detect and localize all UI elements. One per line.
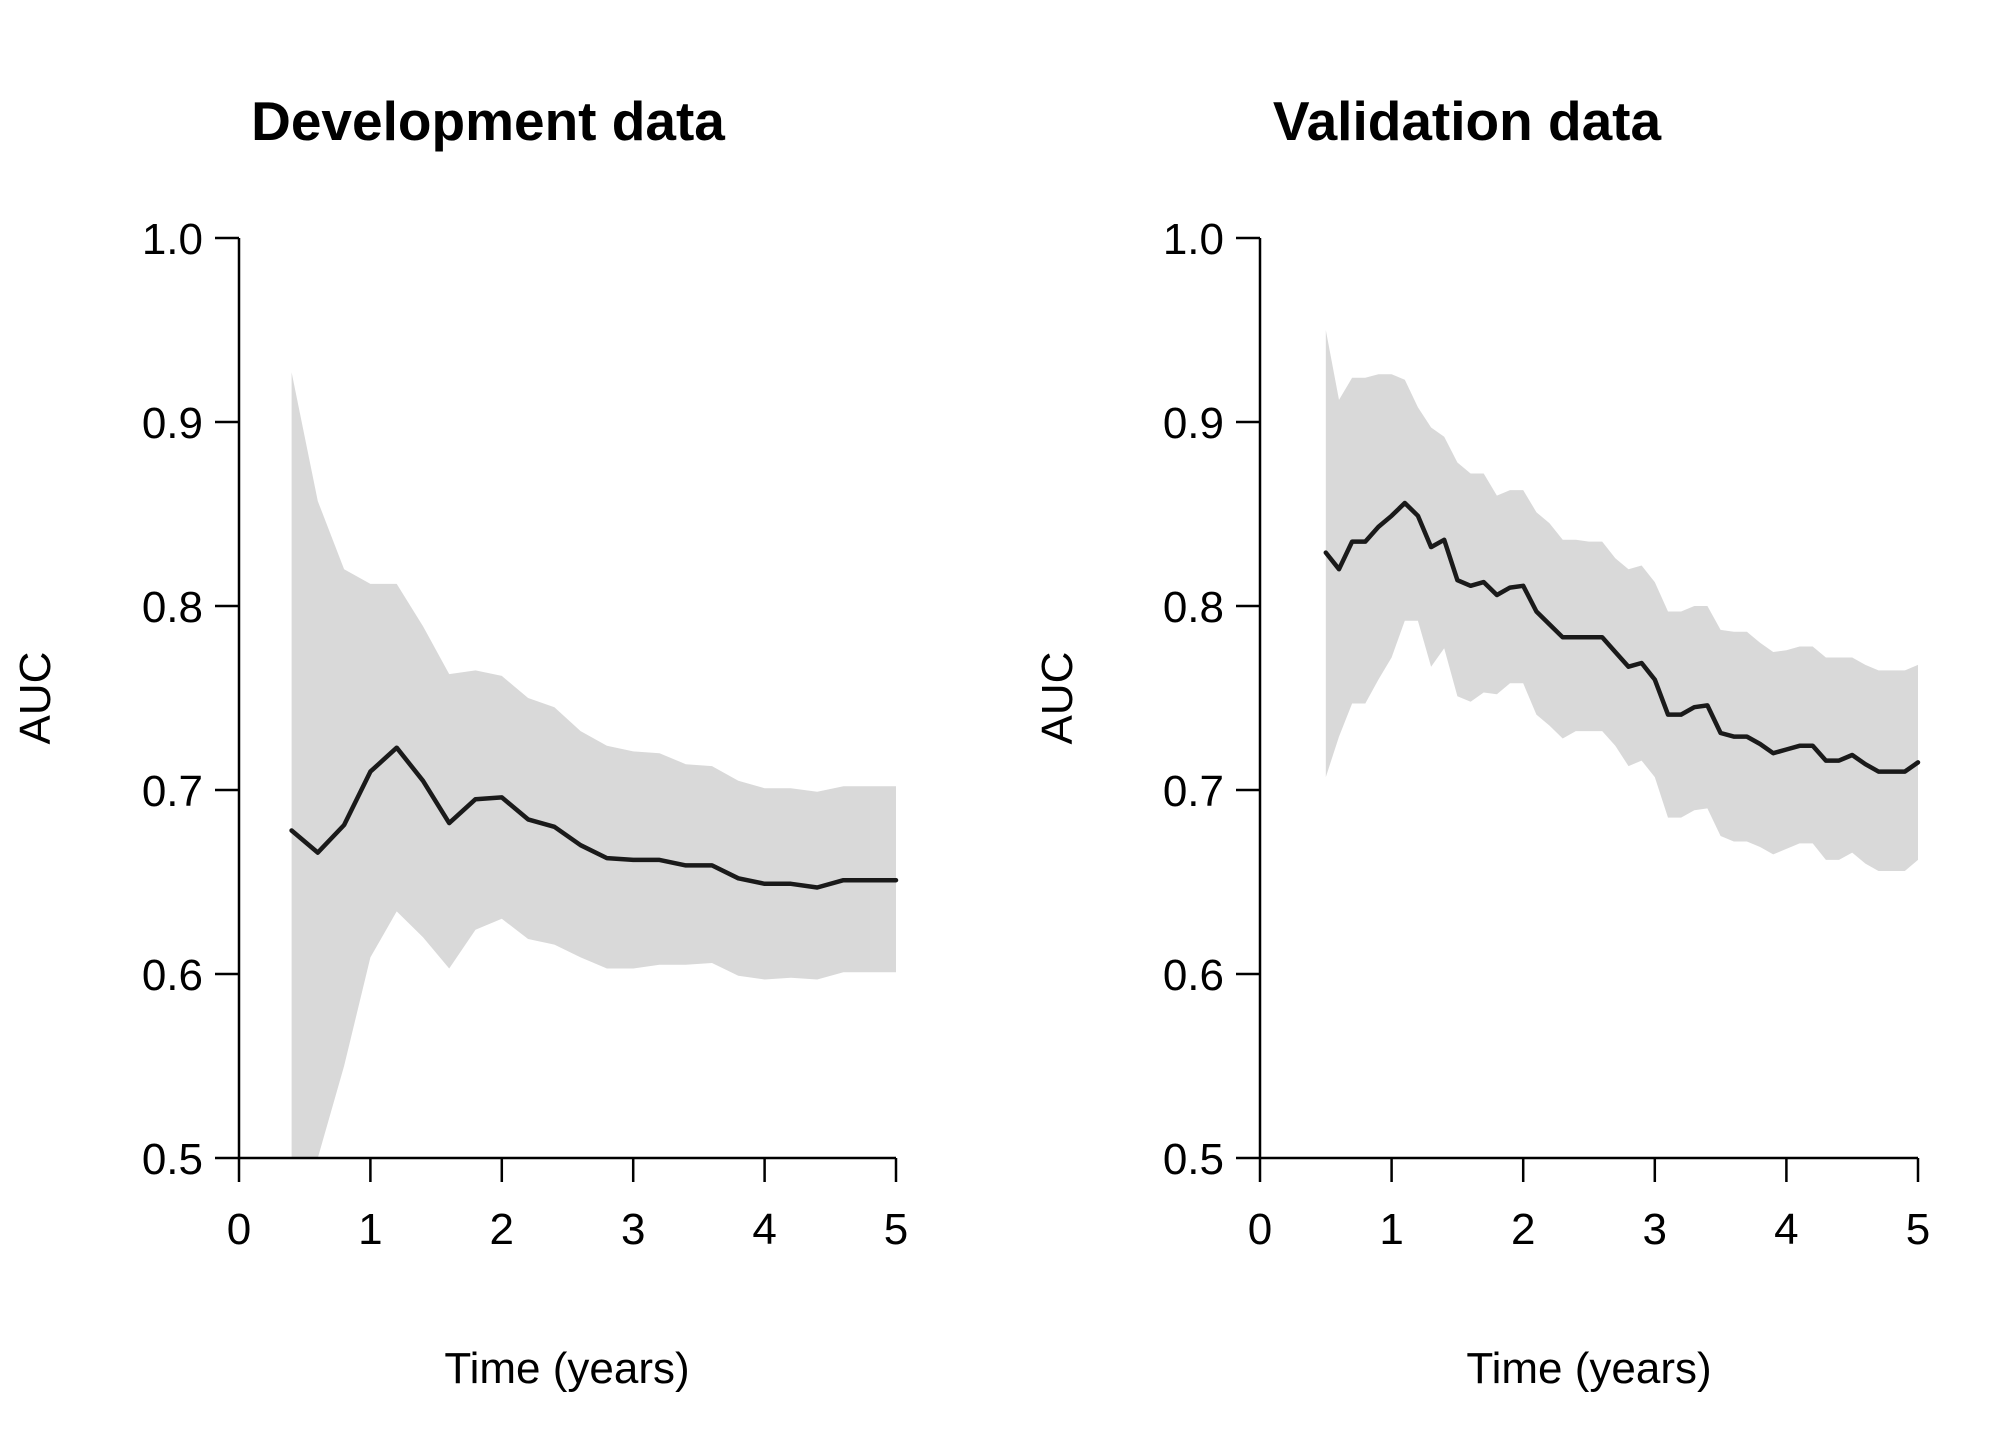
development-panel: Development data 0.5 0.6 0.7 0.8 0.9 1.0…: [11, 90, 908, 1393]
validation-x-ticks: 0 1 2 3 4 5: [1248, 1158, 1930, 1254]
validation-x-tick-label: 2: [1511, 1205, 1535, 1254]
validation-y-axis-title: AUC: [1033, 652, 1082, 745]
development-y-ticks: 0.5 0.6 0.7 0.8 0.9 1.0: [142, 215, 239, 1184]
development-x-tick-label: 3: [621, 1205, 645, 1254]
validation-panel: Validation data 0.5 0.6 0.7 0.8 0.9 1.0 …: [1033, 90, 1930, 1393]
development-ci-band: [291, 372, 897, 1158]
development-y-tick-label: 0.9: [142, 399, 203, 448]
validation-y-ticks: 0.5 0.6 0.7 0.8 0.9 1.0: [1163, 215, 1260, 1184]
development-y-tick-label: 0.8: [142, 583, 203, 632]
validation-ci-band: [1325, 330, 1918, 871]
development-x-tick-label: 2: [490, 1205, 514, 1254]
development-x-tick-label: 1: [358, 1205, 382, 1254]
development-x-tick-label: 4: [752, 1205, 776, 1254]
validation-x-tick-label: 4: [1774, 1205, 1798, 1254]
validation-x-tick-label: 3: [1643, 1205, 1667, 1254]
validation-y-tick-label: 0.6: [1163, 951, 1224, 1000]
validation-y-tick-label: 0.8: [1163, 583, 1224, 632]
validation-auc-line: [1323, 500, 1921, 774]
development-y-axis-title: AUC: [11, 652, 60, 745]
validation-x-axis-title: Time (years): [1466, 1344, 1711, 1393]
validation-title: Validation data: [1273, 90, 1662, 152]
development-x-axis-title: Time (years): [444, 1344, 689, 1393]
development-x-ticks: 0 1 2 3 4 5: [227, 1158, 908, 1254]
development-x-tick-label: 5: [884, 1205, 908, 1254]
development-y-tick-label: 1.0: [142, 215, 203, 264]
validation-x-tick-label: 0: [1248, 1205, 1272, 1254]
validation-y-tick-label: 0.7: [1163, 767, 1224, 816]
validation-y-tick-label: 0.5: [1163, 1135, 1224, 1184]
development-x-tick-label: 0: [227, 1205, 251, 1254]
development-y-tick-label: 0.6: [142, 951, 203, 1000]
development-auc-line: [289, 745, 899, 890]
validation-x-tick-label: 1: [1379, 1205, 1403, 1254]
validation-x-tick-label: 5: [1906, 1205, 1930, 1254]
validation-y-tick-label: 0.9: [1163, 399, 1224, 448]
development-y-tick-label: 0.7: [142, 767, 203, 816]
development-title: Development data: [251, 90, 725, 152]
validation-y-tick-label: 1.0: [1163, 215, 1224, 264]
development-y-tick-label: 0.5: [142, 1135, 203, 1184]
